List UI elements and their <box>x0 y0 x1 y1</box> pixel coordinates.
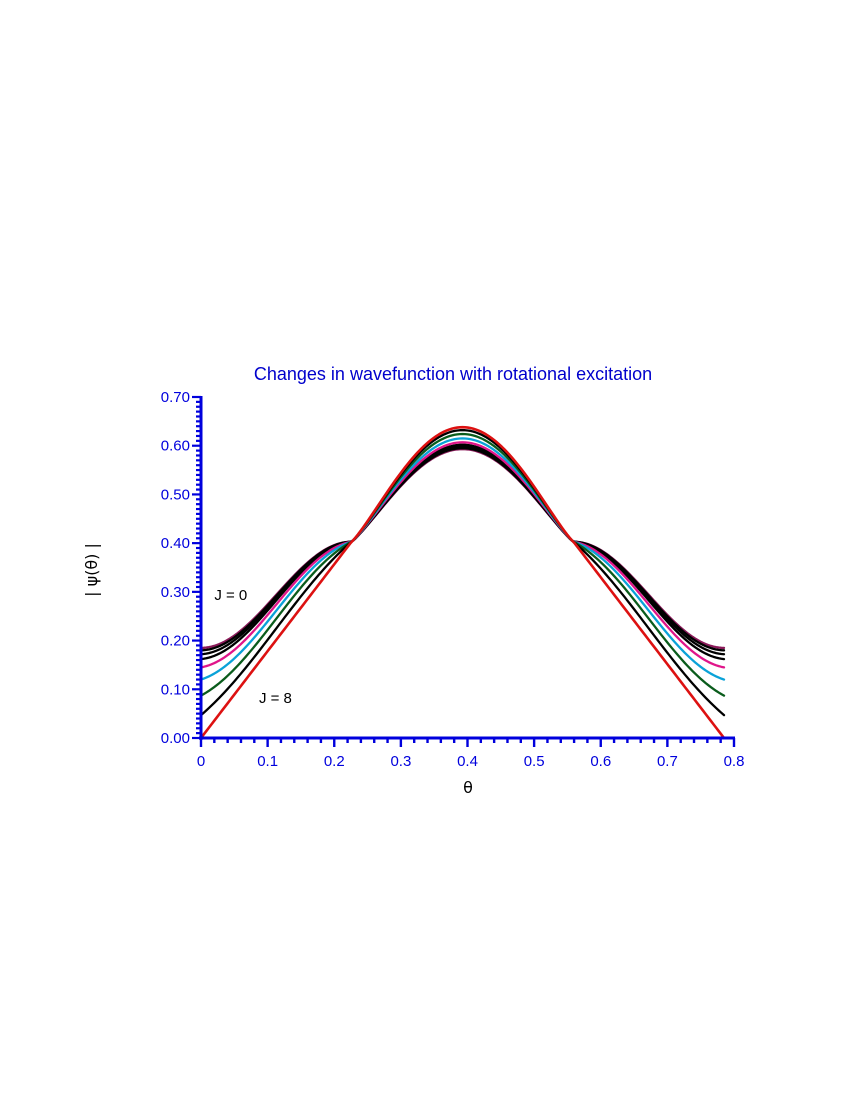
tick-label-group: 0 0.1 0.2 0.3 0.4 0.5 0.6 0.7 0.8 0.00 0.10 0.20 0.3… <box>161 389 745 770</box>
annotation-group: J = 0 J = 8 <box>214 587 292 707</box>
x-tick-label: 0.7 <box>657 753 678 770</box>
series-line-j-8 <box>199 425 726 740</box>
series-line-j-6 <box>199 432 726 697</box>
series-line-j-4 <box>199 441 726 669</box>
curve-group <box>199 425 726 740</box>
x-axis-label: θ <box>463 778 473 797</box>
series-line-j-0 <box>199 447 726 650</box>
x-tick-label: 0.3 <box>390 753 411 770</box>
x-tick-label: 0.6 <box>590 753 611 770</box>
series-line-j-1 <box>199 447 726 652</box>
x-tick-label: 0.5 <box>524 753 545 770</box>
y-tick-label: 0.00 <box>161 730 190 747</box>
y-tick-label: 0.70 <box>161 389 190 406</box>
x-tick-label: 0 <box>197 753 205 770</box>
x-tick-label: 0.2 <box>324 753 345 770</box>
series-line-j-7 <box>199 428 726 717</box>
y-tick-label: 0.10 <box>161 681 190 698</box>
curve-annotation: J = 0 <box>214 587 247 604</box>
series-line-j-5 <box>199 437 726 681</box>
y-tick-label: 0.60 <box>161 438 190 455</box>
x-tick-label: 0.1 <box>257 753 278 770</box>
x-tick-label: 0.4 <box>457 753 478 770</box>
y-tick-label: 0.40 <box>161 535 190 552</box>
axes-group <box>192 395 736 747</box>
curve-annotation: J = 8 <box>259 690 292 707</box>
y-tick-label: 0.50 <box>161 486 190 503</box>
y-tick-label: 0.20 <box>161 633 190 650</box>
series-line-j-2 <box>199 445 726 656</box>
series-line-j-3 <box>199 443 726 661</box>
chart-title: Changes in wavefunction with rotational … <box>254 364 652 384</box>
x-tick-label: 0.8 <box>724 753 745 770</box>
y-axis-label: | ψ(θ) | <box>82 543 101 597</box>
y-tick-label: 0.30 <box>161 584 190 601</box>
